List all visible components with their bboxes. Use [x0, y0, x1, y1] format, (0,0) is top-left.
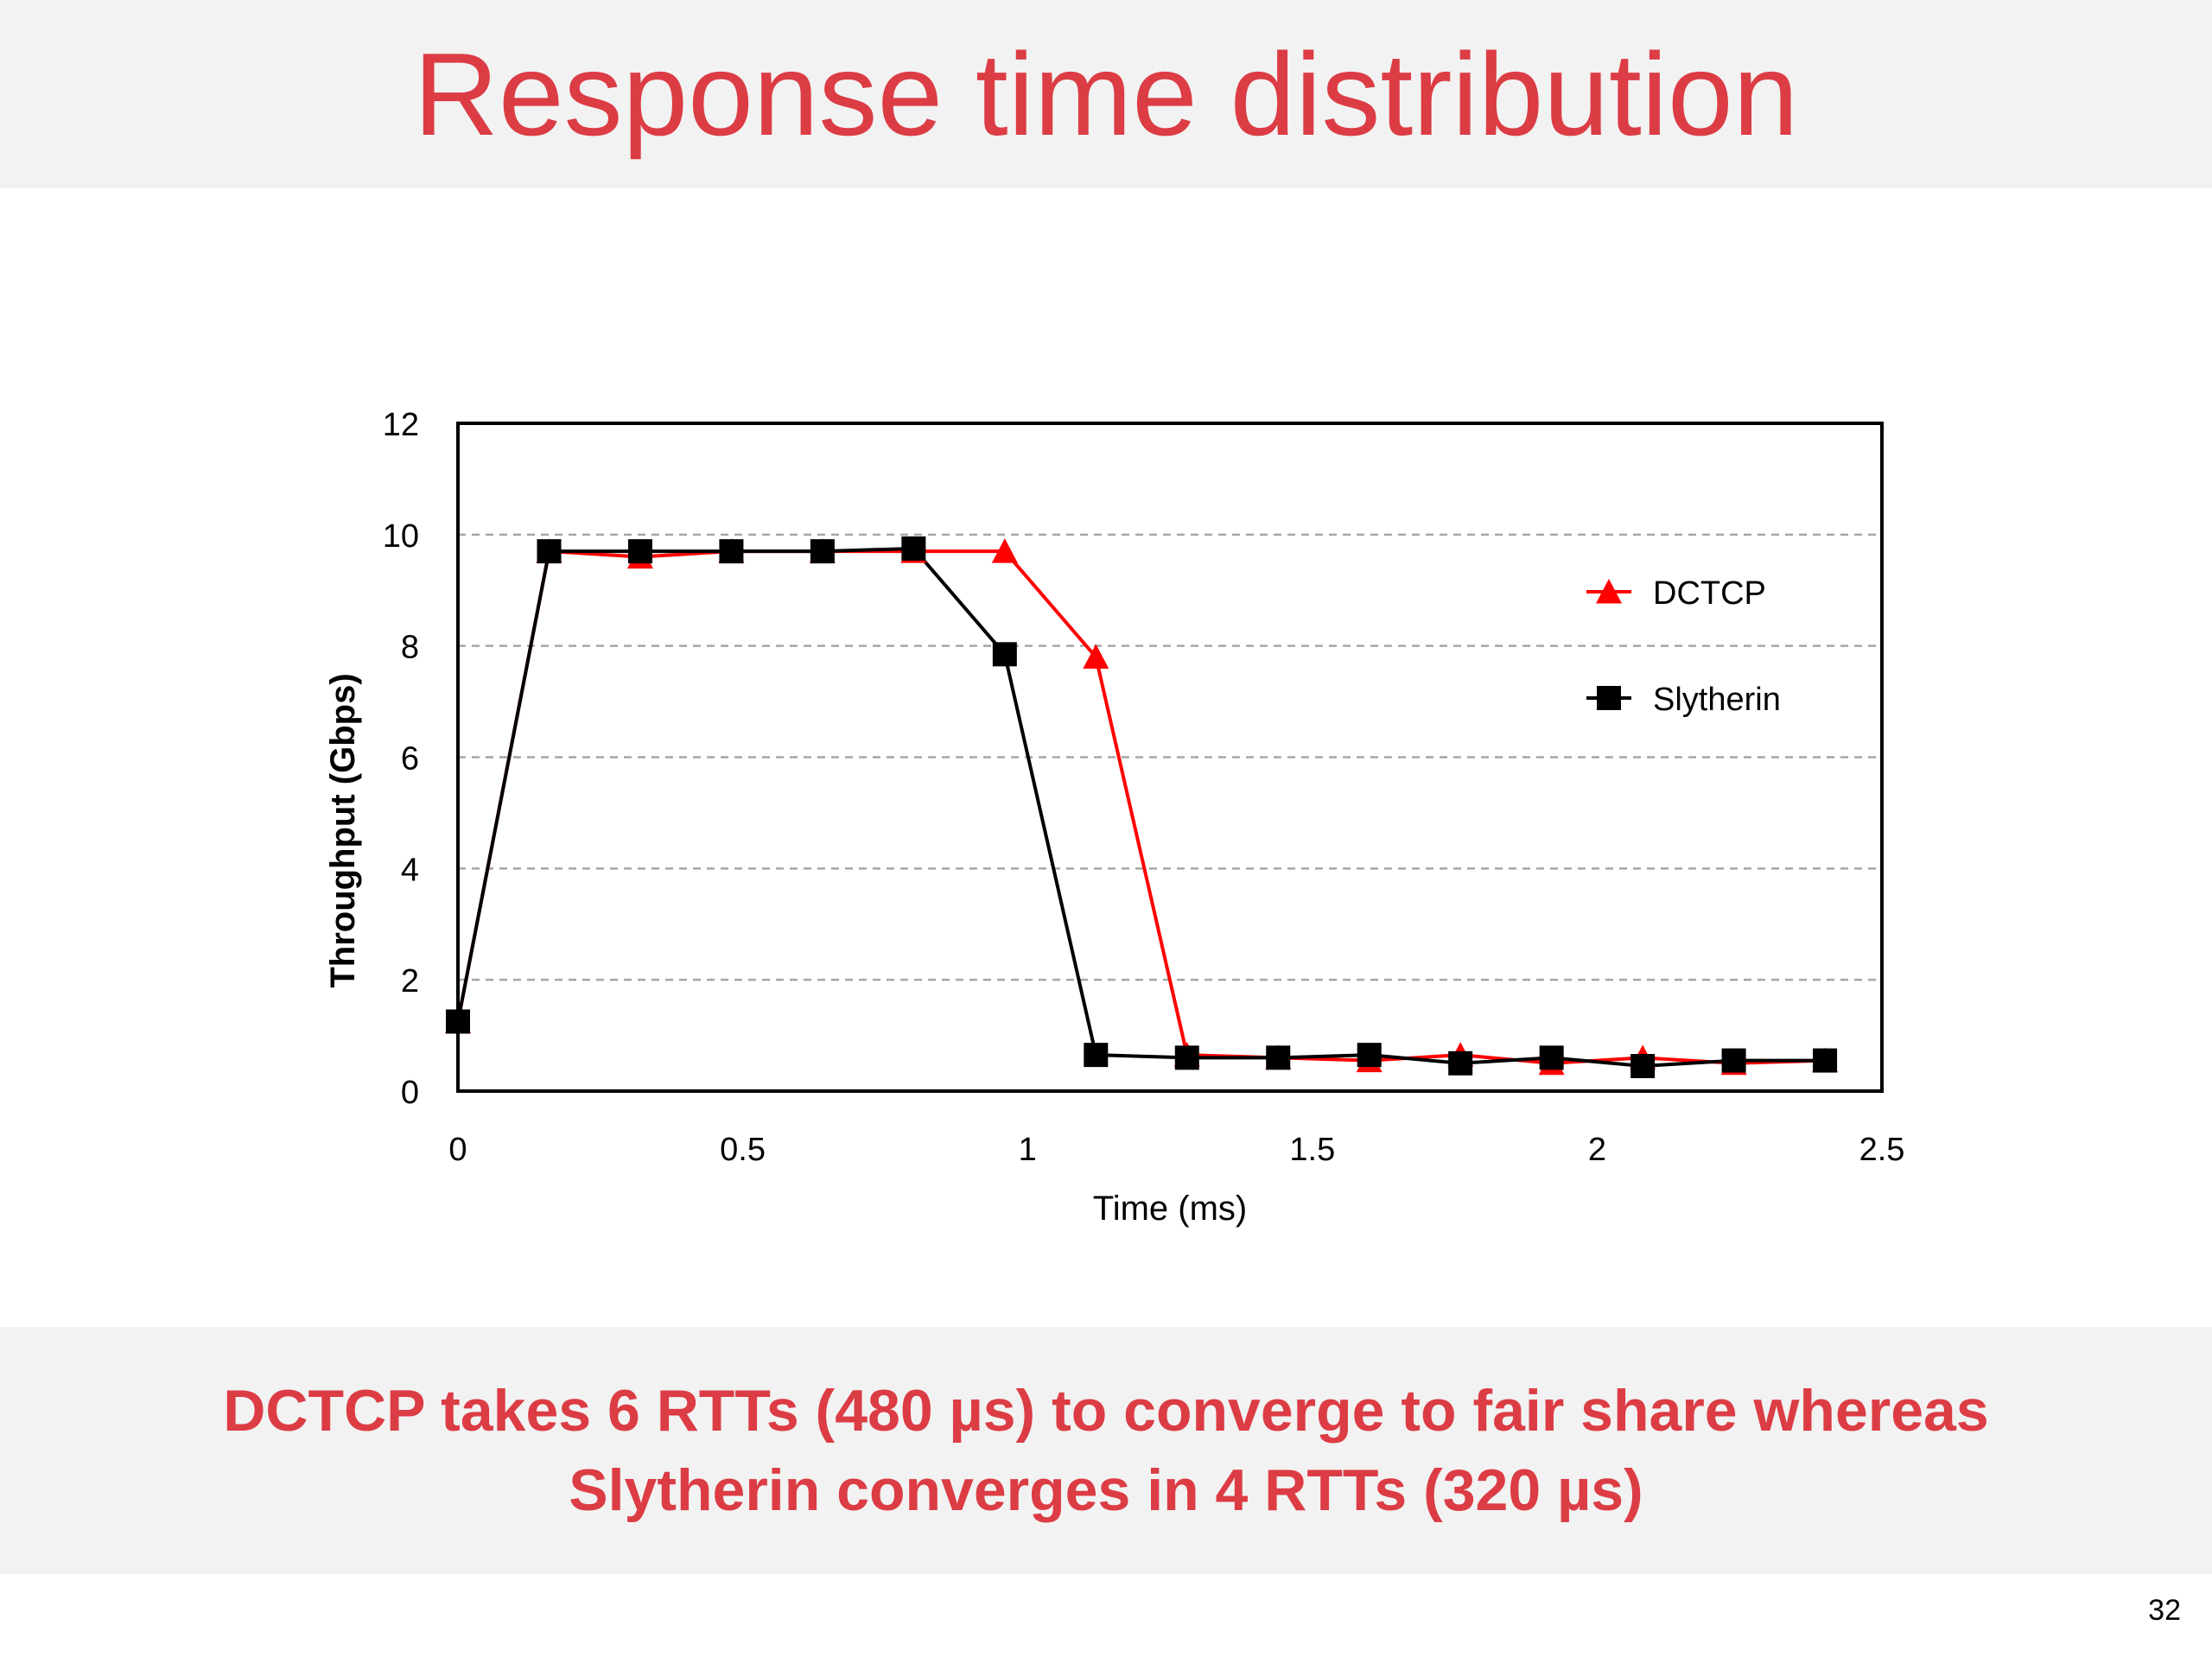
x-axis-label: Time (ms)	[1093, 1190, 1247, 1228]
caption-line-2: Slytherin converges in 4 RTTs (320 µs)	[569, 1457, 1643, 1523]
y-tick-label: 2	[401, 963, 419, 1000]
x-tick-label: 0	[448, 1132, 467, 1168]
tick-labels: 0 2 4 6 8 10 12 0 0.5 1 1.5 2 2.5	[383, 407, 1905, 1168]
legend: DCTCP Slytherin	[1586, 575, 1781, 718]
page-number: 32	[2148, 1594, 2181, 1627]
slytherin-point	[901, 536, 926, 561]
y-tick-label: 8	[401, 630, 419, 666]
dctcp-legend-label: DCTCP	[1653, 575, 1766, 612]
x-tick-label: 1.5	[1289, 1132, 1335, 1168]
slytherin-point	[1721, 1048, 1746, 1073]
slytherin-line	[456, 546, 1826, 1069]
x-tick-label: 0.5	[720, 1132, 766, 1168]
slytherin-point	[1448, 1050, 1473, 1076]
y-axis-label: Throughput (Gbps)	[324, 673, 362, 987]
y-tick-label: 4	[401, 852, 419, 888]
slytherin-legend-label: Slytherin	[1653, 682, 1781, 718]
slytherin-point	[1174, 1045, 1199, 1070]
y-tick-label: 6	[401, 741, 419, 778]
slytherin-point	[1630, 1054, 1656, 1079]
title-band: Response time distribution	[0, 0, 2212, 188]
plot-frame	[456, 422, 1884, 1093]
x-tick-label: 2	[1588, 1132, 1606, 1168]
slytherin-legend-marker	[1597, 686, 1621, 710]
slytherin-point	[810, 539, 835, 564]
x-tick-label: 2.5	[1859, 1132, 1905, 1168]
slytherin-point	[1266, 1045, 1291, 1070]
slytherin-point	[627, 539, 652, 564]
dctcp-legend-marker	[1596, 579, 1622, 604]
caption-band: DCTCP takes 6 RTTs (480 µs) to converge …	[0, 1327, 2212, 1574]
dctcp-point	[1083, 644, 1109, 670]
slytherin-point	[537, 539, 562, 564]
slytherin-point	[1813, 1048, 1838, 1073]
y-tick-label: 0	[401, 1075, 419, 1111]
y-tick-label: 12	[383, 407, 419, 443]
slytherin-point	[992, 642, 1017, 667]
slytherin-point	[1539, 1045, 1564, 1070]
series-lines	[456, 546, 1826, 1069]
slide-title: Response time distribution	[413, 29, 1799, 160]
slytherin-point	[1084, 1043, 1109, 1068]
series-markers	[445, 536, 1839, 1079]
slytherin-point	[719, 539, 744, 564]
slytherin-point	[1357, 1043, 1382, 1068]
x-tick-label: 1	[1019, 1132, 1037, 1168]
caption-line-1: DCTCP takes 6 RTTs (480 µs) to converge …	[223, 1378, 1989, 1444]
dctcp-line	[456, 549, 1826, 1065]
dctcp-point	[991, 538, 1018, 563]
y-tick-label: 10	[383, 518, 419, 555]
